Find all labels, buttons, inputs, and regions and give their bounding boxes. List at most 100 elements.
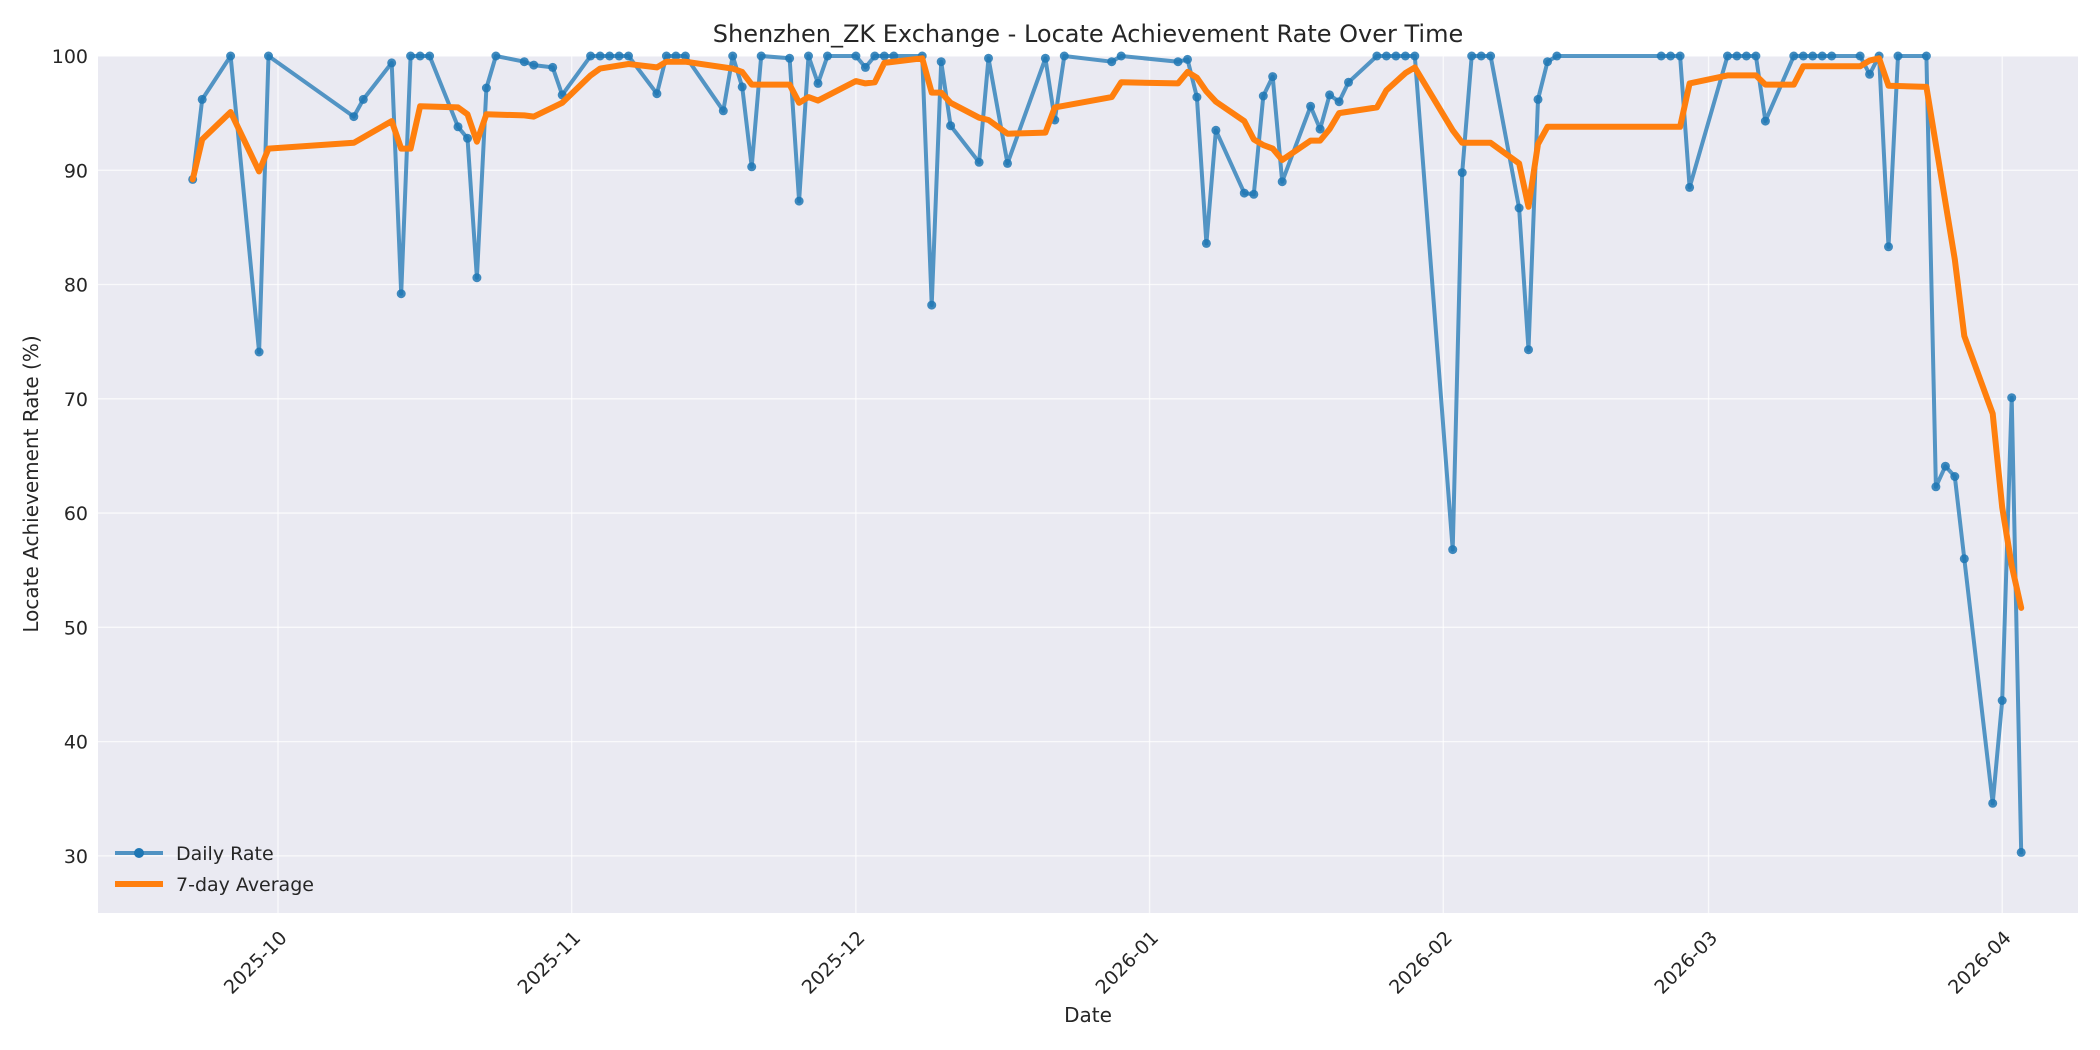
daily-rate-point: [1817, 51, 1827, 61]
x-tick-label: 2025-11: [514, 927, 586, 999]
daily-rate-point: [1940, 461, 1950, 471]
series-layer: [188, 51, 2026, 857]
daily-rate-point: [1656, 51, 1666, 61]
daily-rate-point: [463, 133, 472, 143]
daily-rate-point: [1893, 51, 1903, 61]
y-tick-label: 90: [64, 160, 88, 182]
daily-rate-point: [1400, 51, 1410, 61]
daily-rate-point: [1249, 189, 1259, 199]
daily-rate-point: [1959, 554, 1969, 564]
daily-rate-point: [671, 51, 681, 61]
daily-rate-point: [1239, 188, 1249, 198]
daily-rate-point: [718, 106, 728, 116]
daily-rate-point: [1751, 51, 1761, 61]
y-axis-ticks: 30 40 50 60 70 80 90 100: [52, 46, 88, 868]
x-tick-label: 2026-03: [1650, 927, 1722, 999]
daily-rate-point: [1524, 345, 1533, 355]
daily-rate-point: [1003, 158, 1012, 168]
x-tick-label: 2026-04: [1944, 927, 2016, 999]
x-tick-label: 2025-12: [798, 927, 870, 999]
x-axis-ticks: 2025-10 2025-11 2025-12 2026-01 2026-02 2026-…: [220, 927, 2016, 999]
daily-rate-point: [1476, 51, 1486, 61]
daily-rate-point: [1921, 51, 1931, 61]
daily-rate-point: [889, 51, 899, 61]
daily-rate-point: [879, 51, 889, 61]
daily-rate-point: [472, 273, 482, 283]
daily-rate-point: [425, 51, 435, 61]
daily-rate-point: [1173, 57, 1183, 67]
daily-rate-point: [1685, 182, 1695, 192]
daily-rate-point: [1040, 53, 1050, 63]
daily-rate-point: [860, 62, 870, 72]
daily-rate-point: [984, 53, 993, 63]
daily-rate-point: [1391, 51, 1401, 61]
daily-rate-point: [1344, 77, 1353, 87]
vertical-gridlines: [277, 56, 2003, 913]
daily-rate-point: [661, 51, 671, 61]
daily-rate-point: [2016, 847, 2026, 857]
daily-rate-point: [728, 51, 738, 61]
legend-label-daily: Daily Rate: [176, 843, 274, 865]
daily-rate-point: [1675, 51, 1685, 61]
daily-rate-point: [2007, 393, 2017, 403]
daily-rate-point: [870, 51, 880, 61]
daily-rate-point: [197, 94, 207, 104]
legend-label-average: 7-day Average: [176, 874, 314, 896]
daily-rate-point: [1486, 51, 1496, 61]
daily-rate-point: [406, 51, 416, 61]
y-tick-label: 60: [64, 503, 88, 525]
daily-rate-point: [1552, 51, 1562, 61]
daily-rate-point: [624, 51, 633, 61]
daily-rate-point: [491, 51, 501, 61]
daily-rate-point: [1827, 51, 1837, 61]
x-tick-label: 2025-10: [220, 927, 292, 999]
daily-rate-point: [415, 51, 425, 61]
y-tick-label: 100: [52, 46, 88, 68]
daily-rate-point: [1760, 116, 1770, 126]
daily-rate-point: [1514, 203, 1524, 213]
daily-rate-point: [586, 51, 596, 61]
daily-rate-point: [1372, 51, 1382, 61]
daily-rate-point: [1183, 54, 1192, 64]
daily-rate-point: [387, 58, 397, 68]
daily-rate-point: [1381, 51, 1391, 61]
daily-rate-point: [851, 51, 861, 61]
daily-rate-point: [804, 51, 813, 61]
daily-rate-point: [226, 51, 236, 61]
daily-rate-point: [1855, 51, 1865, 61]
daily-rate-point: [652, 89, 662, 99]
daily-rate-point: [756, 51, 766, 61]
y-tick-label: 40: [64, 732, 88, 754]
daily-rate-point: [396, 289, 406, 299]
daily-rate-point: [1950, 472, 1960, 481]
daily-rate-point: [1988, 798, 1998, 808]
daily-rate-point: [595, 51, 605, 61]
daily-rate-point: [1732, 51, 1742, 61]
legend-daily-marker: [134, 848, 144, 858]
y-tick-label: 50: [64, 617, 88, 639]
x-axis-label: Date: [1064, 1003, 1112, 1027]
daily-rate-point: [747, 162, 757, 172]
daily-rate-point: [1457, 168, 1467, 178]
y-tick-label: 80: [64, 275, 88, 297]
daily-rate-point: [680, 51, 690, 61]
daily-rate-point: [453, 122, 463, 132]
daily-rate-point: [1201, 238, 1211, 248]
daily-rate-point: [1997, 696, 2007, 705]
daily-rate-point: [1798, 51, 1808, 61]
daily-rate-point: [946, 121, 956, 131]
y-tick-label: 70: [64, 389, 88, 411]
daily-rate-point: [1884, 242, 1893, 252]
daily-rate-point: [1325, 90, 1335, 100]
daily-rate-point: [1334, 97, 1344, 107]
daily-rate-point: [614, 51, 624, 61]
daily-rate-point: [529, 60, 539, 70]
daily-rate-point: [1315, 124, 1325, 134]
y-tick-label: 30: [64, 846, 88, 868]
daily-rate-point: [1865, 69, 1875, 79]
daily-rate-point: [823, 51, 832, 61]
daily-rate-point: [1543, 57, 1552, 67]
chart-title: Shenzhen_ZK Exchange - Locate Achievemen…: [713, 20, 1464, 48]
horizontal-gridlines: [98, 55, 2078, 857]
